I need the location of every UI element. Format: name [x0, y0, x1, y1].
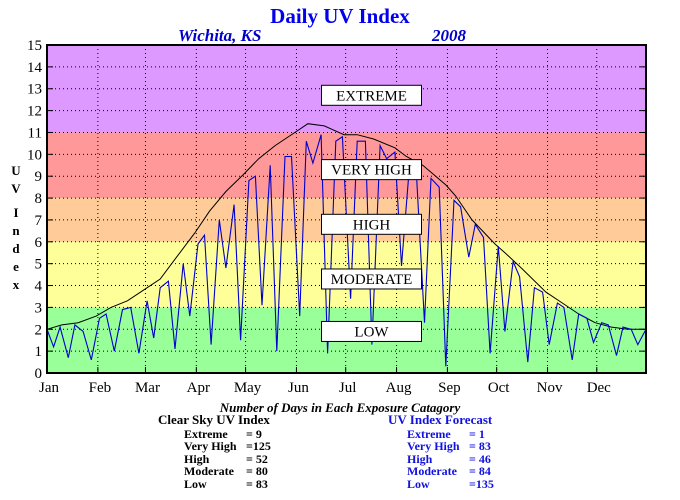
y-tick-label: 3 [35, 300, 43, 316]
stat-row: Moderate = 84 [407, 465, 494, 478]
x-tick-label: Oct [488, 380, 510, 396]
stat-name: Very High [184, 439, 237, 453]
stat-name: Extreme [407, 426, 451, 441]
stat-value: =135 [469, 476, 494, 491]
y-tick-label: 11 [28, 125, 42, 141]
stat-name: High [407, 451, 433, 466]
y-axis-letter: U [11, 163, 21, 178]
stat-value: = 83 [246, 476, 268, 491]
y-axis-letter: n [12, 223, 20, 238]
x-tick-label: Mar [135, 380, 160, 396]
y-axis-letter: I [13, 205, 19, 220]
y-axis-letter: e [13, 259, 19, 274]
y-axis-letter: d [12, 241, 20, 256]
x-tick-label: Apr [187, 380, 210, 396]
stat-name: Moderate [184, 464, 234, 478]
y-tick-label: 15 [27, 38, 42, 54]
y-axis-letter: x [12, 277, 20, 292]
band-label-box [321, 213, 422, 235]
x-tick-label: Jul [339, 380, 357, 396]
y-tick-label: 2 [35, 322, 43, 338]
x-tick-label: May [234, 380, 262, 396]
band-label: EXTREME [336, 88, 407, 104]
y-tick-label: 8 [35, 191, 43, 207]
forecast-stats: UV Index Forecast Extreme = 1 Very High = … [388, 412, 494, 491]
clear-sky-series-line [46, 123, 646, 330]
stat-row: Extreme = 1 [407, 426, 494, 441]
stat-row: High = 52 [184, 451, 271, 466]
y-tick-label: 12 [27, 104, 42, 120]
stat-row: High = 46 [407, 451, 494, 466]
chart-title: Daily UV Index [270, 4, 410, 28]
stat-name: Moderate [407, 464, 457, 478]
band-label: HIGH [353, 217, 391, 233]
clear-sky-stats: Clear Sky UV Index Extreme = 9 Very High =… [158, 412, 271, 491]
y-tick-label: 5 [35, 257, 43, 273]
x-tick-label: Dec [587, 380, 611, 396]
stat-name: High [184, 451, 210, 466]
x-tick-label: Aug [386, 380, 412, 396]
stat-row: Extreme = 9 [184, 426, 271, 441]
stat-name: Extreme [184, 426, 228, 441]
x-tick-label: Feb [89, 380, 112, 396]
footer-heading: Number of Days in Each Exposure Catagory [219, 400, 461, 415]
stat-value: = 1 [469, 426, 485, 441]
stat-value: =125 [246, 439, 271, 453]
stat-row: Low = 83 [184, 476, 271, 491]
stat-row: Very High =125 [184, 440, 271, 453]
clear-sky-heading: Clear Sky UV Index [158, 412, 270, 427]
y-tick-label: 10 [27, 147, 42, 163]
band-label: LOW [354, 324, 389, 340]
stat-value: = 84 [469, 464, 491, 478]
stat-row: Low =135 [407, 476, 494, 491]
stat-value: = 9 [246, 426, 262, 441]
stat-name: Low [184, 476, 207, 491]
stat-value: = 52 [246, 451, 268, 466]
x-tick-label: Nov [537, 380, 563, 396]
forecast-heading: UV Index Forecast [388, 412, 493, 427]
x-tick-label: Jan [39, 380, 59, 396]
band-label-box [321, 268, 422, 290]
x-tick-label: Sep [438, 380, 461, 396]
chart-location: Wichita, KS [178, 26, 262, 45]
y-tick-label: 0 [35, 366, 43, 382]
band-label-box [321, 84, 422, 106]
y-axis-letter: V [11, 181, 21, 196]
y-tick-label: 4 [35, 279, 43, 295]
y-tick-label: 1 [35, 344, 43, 360]
band-label: MODERATE [331, 272, 413, 288]
stat-row: Moderate = 80 [184, 465, 271, 478]
plot-frame [46, 44, 647, 374]
y-axis-label: U V I n d e x [9, 162, 23, 294]
y-tick-label: 6 [35, 235, 43, 251]
stat-value: = 80 [246, 464, 268, 478]
band-label-box [321, 159, 422, 181]
stat-name: Low [407, 476, 430, 491]
stat-name: Very High [407, 439, 460, 453]
stat-value: = 83 [469, 439, 491, 453]
band-label-box [321, 320, 422, 342]
stat-row: Very High = 83 [407, 440, 494, 453]
chart-year: 2008 [432, 26, 466, 45]
y-tick-label: 7 [35, 213, 43, 229]
y-tick-label: 9 [35, 169, 43, 185]
y-tick-label: 14 [27, 60, 43, 76]
band-label: VERY HIGH [331, 163, 412, 179]
stat-value: = 46 [469, 451, 491, 466]
x-tick-label: Jun [288, 380, 309, 396]
y-tick-label: 13 [27, 82, 42, 98]
